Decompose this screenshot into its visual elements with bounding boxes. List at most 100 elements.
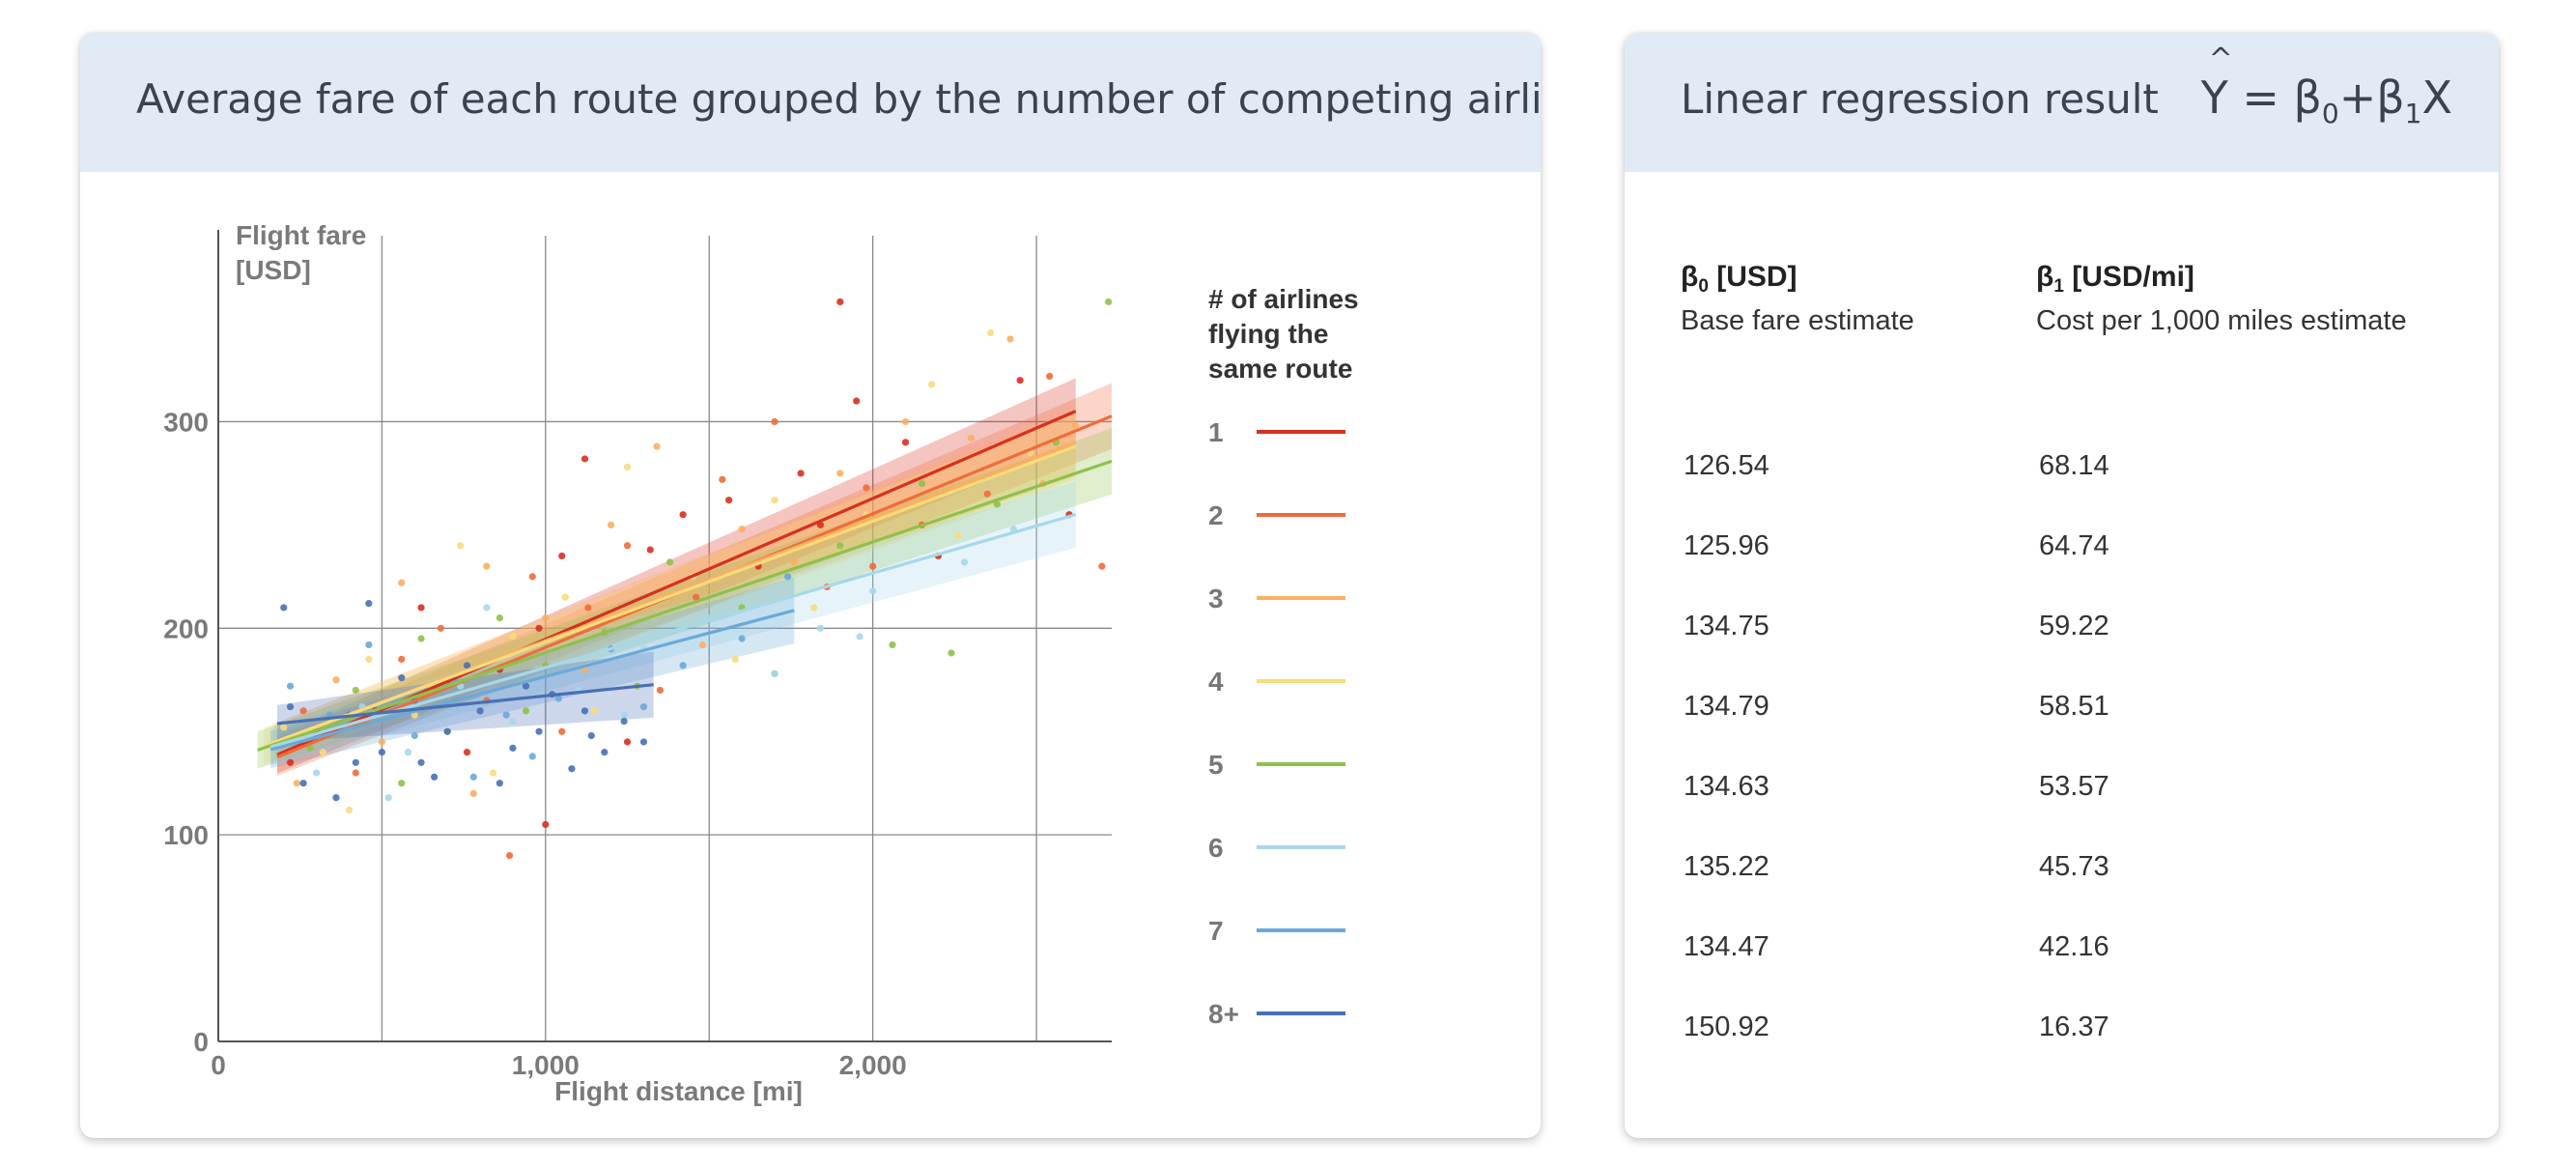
data-point [783, 573, 792, 581]
data-point [483, 604, 491, 612]
y-tick-label: 300 [163, 407, 209, 437]
data-point [797, 470, 805, 477]
data-point [319, 749, 327, 756]
formula-eq: = β [2227, 71, 2322, 124]
data-point [993, 500, 1002, 508]
data-point [731, 655, 739, 663]
data-point [299, 707, 307, 715]
data-point [437, 624, 445, 632]
y-axis-label: [USD] [236, 255, 311, 285]
data-point [378, 738, 386, 746]
b1-value: 53.57 [2039, 771, 2109, 802]
data-point [656, 686, 665, 695]
b0-symbol: β [1681, 261, 1699, 293]
data-point [620, 717, 628, 726]
b1-sub: 1 [2053, 276, 2064, 297]
regression-line-5 [257, 459, 1113, 752]
data-point [495, 780, 503, 787]
legend-label: 2 [1208, 500, 1224, 530]
data-point [398, 579, 406, 586]
data-point [528, 573, 536, 581]
data-point [853, 397, 861, 405]
data-point [332, 794, 340, 802]
b1-value: 45.73 [2039, 851, 2109, 882]
data-point [528, 753, 536, 760]
data-point [639, 738, 648, 746]
chart-axes: 0 100 200 300 0 1,000 2,000 Flight distance [mi… [163, 220, 1112, 1106]
data-point [580, 707, 589, 715]
data-point [580, 455, 589, 463]
data-point [836, 542, 844, 550]
data-point [693, 593, 700, 601]
data-point [417, 635, 425, 642]
legend-label: 1 [1208, 417, 1224, 447]
data-point [698, 641, 707, 649]
b0-value: 150.92 [1684, 1011, 1769, 1042]
data-point [365, 655, 373, 663]
data-point [299, 780, 307, 787]
data-point [293, 780, 300, 787]
b0-value: 134.63 [1684, 771, 1769, 802]
formula-sub1: 1 [2404, 98, 2422, 129]
data-point [623, 542, 632, 550]
b1-description: Cost per 1,000 miles estimate [2036, 305, 2407, 336]
data-point [502, 711, 510, 719]
x-tick-label: 1,000 [512, 1050, 580, 1080]
y-tick-label: 200 [163, 613, 209, 643]
legend-label: 5 [1208, 750, 1224, 780]
data-point [410, 731, 418, 740]
data-point [1006, 335, 1014, 343]
data-point [1105, 298, 1113, 306]
legend-label: 7 [1208, 916, 1224, 946]
column-header-b1: β1 [USD/mi] Cost per 1,000 miles estimat… [2036, 261, 2407, 337]
data-point [522, 707, 530, 715]
confidence-bands [257, 378, 1112, 776]
legend-title: same route [1208, 354, 1352, 384]
data-point [889, 641, 896, 649]
data-point [490, 769, 497, 777]
scatter-chart: 0 100 200 300 0 1,000 2,000 Flight distance [mi… [163, 220, 1359, 1106]
b1-unit: [USD/mi] [2063, 261, 2194, 293]
data-point [280, 604, 288, 612]
data-point [417, 604, 425, 612]
data-point [719, 475, 726, 483]
data-point [836, 298, 844, 306]
data-point [483, 562, 491, 570]
data-point [987, 328, 995, 337]
data-point [948, 649, 955, 657]
data-point [928, 381, 936, 388]
data-point [505, 851, 514, 860]
data-point [587, 731, 595, 740]
regression-line-4 [263, 444, 1077, 748]
data-point [623, 738, 632, 746]
b0-value: 134.75 [1684, 611, 1769, 641]
chart-card-header [80, 33, 1541, 172]
data-point [869, 587, 877, 595]
data-point [601, 749, 609, 756]
data-point [901, 439, 910, 446]
b0-unit: [USD] [1708, 261, 1798, 293]
y-tick-label: 0 [193, 1027, 209, 1057]
data-point [469, 773, 477, 781]
data-point [378, 749, 386, 756]
regression-lines [257, 410, 1113, 759]
data-point [983, 490, 991, 498]
data-point [568, 765, 576, 773]
data-point [738, 635, 746, 642]
data-point [286, 682, 295, 690]
data-point [404, 749, 412, 756]
data-point [863, 484, 870, 492]
data-point [869, 562, 877, 570]
data-point [679, 511, 687, 519]
data-point [790, 558, 798, 566]
data-point [1016, 377, 1024, 385]
formula-sub0: 0 [2321, 98, 2339, 129]
data-point [398, 780, 406, 787]
data-point [771, 417, 778, 426]
data-point [584, 604, 592, 612]
data-point [313, 769, 321, 777]
data-point [495, 614, 503, 622]
legend-title: # of airlines [1208, 284, 1359, 314]
data-point [542, 820, 550, 829]
data-point [542, 614, 550, 622]
